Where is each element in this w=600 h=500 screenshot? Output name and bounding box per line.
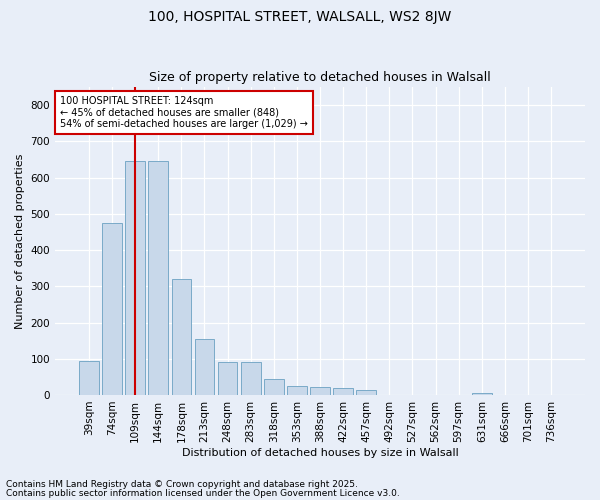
Bar bbox=[148, 162, 168, 395]
Bar bbox=[356, 390, 376, 395]
Bar bbox=[125, 162, 145, 395]
Bar bbox=[241, 362, 260, 395]
Text: Contains HM Land Registry data © Crown copyright and database right 2025.: Contains HM Land Registry data © Crown c… bbox=[6, 480, 358, 489]
Bar bbox=[287, 386, 307, 395]
Bar bbox=[264, 378, 284, 395]
Bar bbox=[310, 387, 330, 395]
Text: Contains public sector information licensed under the Open Government Licence v3: Contains public sector information licen… bbox=[6, 488, 400, 498]
Bar bbox=[172, 279, 191, 395]
X-axis label: Distribution of detached houses by size in Walsall: Distribution of detached houses by size … bbox=[182, 448, 458, 458]
Bar bbox=[102, 223, 122, 395]
Bar bbox=[79, 360, 99, 395]
Text: 100, HOSPITAL STREET, WALSALL, WS2 8JW: 100, HOSPITAL STREET, WALSALL, WS2 8JW bbox=[148, 10, 452, 24]
Bar bbox=[218, 362, 238, 395]
Bar bbox=[194, 339, 214, 395]
Bar bbox=[334, 388, 353, 395]
Text: 100 HOSPITAL STREET: 124sqm
← 45% of detached houses are smaller (848)
54% of se: 100 HOSPITAL STREET: 124sqm ← 45% of det… bbox=[61, 96, 308, 130]
Title: Size of property relative to detached houses in Walsall: Size of property relative to detached ho… bbox=[149, 72, 491, 85]
Y-axis label: Number of detached properties: Number of detached properties bbox=[15, 154, 25, 328]
Bar bbox=[472, 393, 491, 395]
